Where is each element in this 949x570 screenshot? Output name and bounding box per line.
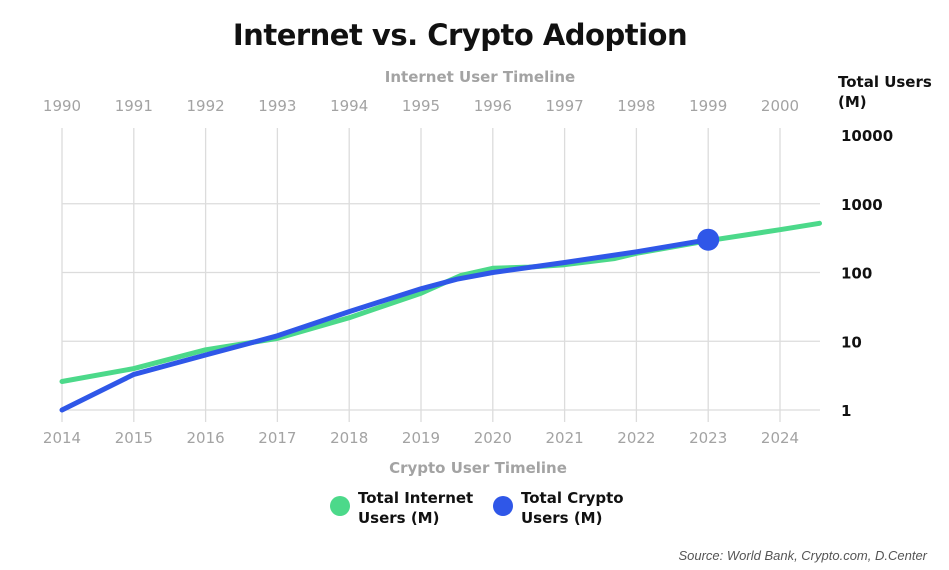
top-x-tick-label: 1994 [330,97,368,115]
bottom-x-tick-label: 2018 [330,429,368,447]
top-x-tick-label: 1990 [43,97,81,115]
y-tick-label: 10 [841,333,862,351]
bottom-x-tick-label: 2024 [761,429,799,447]
legend-internet-swatch [330,496,350,516]
crypto-highlight-point [697,228,720,251]
bottom-axis-title: Crypto User Timeline [389,459,567,477]
bottom-x-tick-label: 2020 [474,429,512,447]
y-tick-label: 1 [841,402,851,420]
y-tick-label: 100 [841,265,872,283]
top-x-tick-label: 1992 [187,97,225,115]
y-tick-label: 1000 [841,196,883,214]
bottom-x-tick-label: 2017 [258,429,296,447]
legend-item-crypto: Total Crypto Users (M) [493,488,645,528]
legend-internet-label: Total Internet Users (M) [358,489,474,527]
bottom-x-tick-label: 2021 [546,429,584,447]
source-note: Source: World Bank, Crypto.com, D.Center [678,548,927,563]
bottom-x-tick-label: 2019 [402,429,440,447]
bottom-x-tick-label: 2016 [187,429,225,447]
top-axis-title: Internet User Timeline [385,68,575,86]
top-x-tick-label: 1991 [115,97,153,115]
legend-item-internet: Total Internet Users (M) [330,488,482,528]
legend-crypto-swatch [493,496,513,516]
top-x-tick-label: 1993 [258,97,296,115]
y-axis-unit-label: Total Users (M) [838,73,932,111]
bottom-x-tick-label: 2014 [43,429,81,447]
top-x-tick-label: 1996 [474,97,512,115]
top-x-tick-label: 2000 [761,97,799,115]
top-x-tick-label: 1995 [402,97,440,115]
y-tick-label: 10000 [841,127,893,145]
chart-title: Internet vs. Crypto Adoption [232,18,688,52]
top-x-tick-label: 1998 [617,97,655,115]
bottom-x-tick-label: 2023 [689,429,727,447]
top-x-tick-label: 1999 [689,97,727,115]
crypto-users-line [59,237,711,413]
bottom-x-tick-label: 2022 [617,429,655,447]
legend-crypto-label: Total Crypto Users (M) [521,489,624,527]
top-x-tick-label: 1997 [546,97,584,115]
bottom-x-tick-label: 2015 [115,429,153,447]
